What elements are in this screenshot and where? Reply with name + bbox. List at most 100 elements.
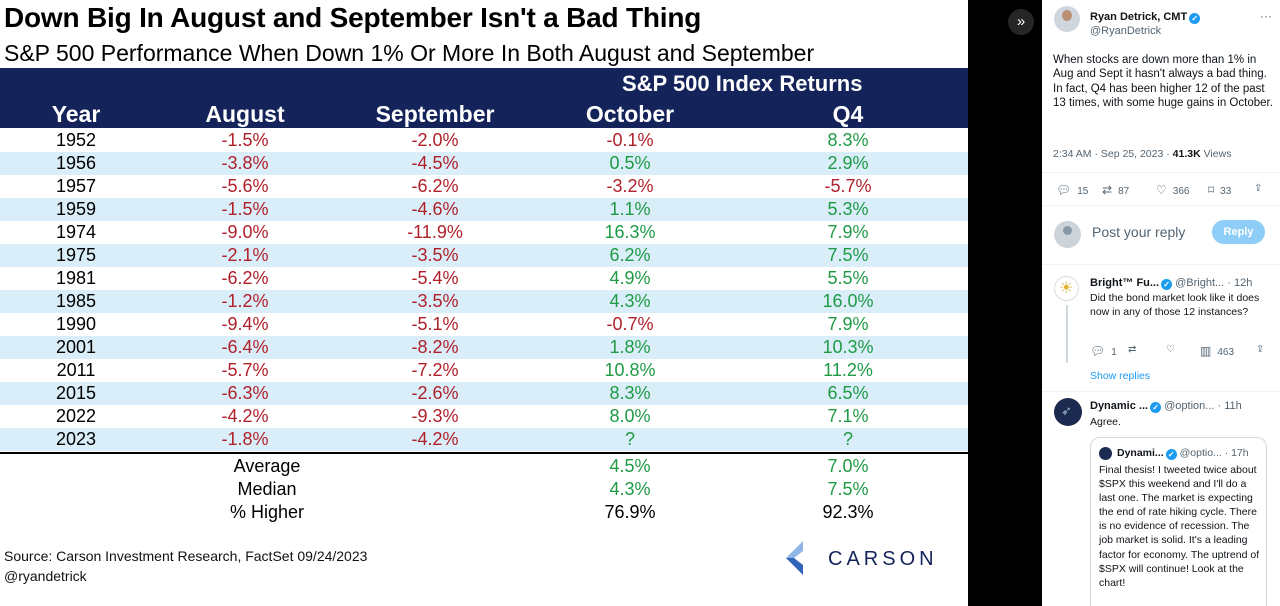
cell-year: 1981 <box>55 268 97 288</box>
summary-q4: 7.5% <box>827 479 869 499</box>
author-handle[interactable]: @RyanDetrick <box>1090 25 1162 37</box>
cell-year: 1990 <box>55 314 97 334</box>
cell-q4: 7.9% <box>827 314 869 334</box>
comment-author-name: Dynamic ... <box>1090 400 1149 412</box>
cell-sep: -3.5% <box>411 291 459 311</box>
tweet-meta: 2:34 AM · Sep 25, 2023 · 41.3K Views <box>1053 148 1231 160</box>
summary-oct: 4.5% <box>609 456 651 476</box>
more-options-icon[interactable]: ··· <box>1260 9 1272 23</box>
share-icon[interactable]: ⇪ <box>1254 183 1263 194</box>
summary-q4: 7.0% <box>827 456 869 476</box>
quoted-handle: @optio... <box>1179 447 1222 459</box>
current-user-avatar <box>1054 221 1081 248</box>
attached-image[interactable]: Down Big In August and September Isn't a… <box>0 0 968 606</box>
thread-line <box>1066 305 1068 363</box>
author-avatar[interactable] <box>1054 6 1080 32</box>
carson-logo-icon <box>786 541 803 575</box>
cell-sep: -2.0% <box>411 130 459 150</box>
heart-icon: ♡ <box>1156 183 1167 197</box>
quoted-tweet[interactable]: Dynami... ✓ @optio... · 17h Final thesis!… <box>1090 437 1267 606</box>
commenter-avatar[interactable] <box>1054 276 1079 301</box>
summary-label: Average <box>233 456 301 476</box>
like-count: 366 <box>1172 186 1190 197</box>
cell-aug: -5.7% <box>221 360 269 380</box>
tweet-timestamp[interactable]: 2:34 AM · Sep 25, 2023 · <box>1053 148 1173 160</box>
reply-icon: 💬︎ <box>1056 183 1072 197</box>
comment-author-name: Bright™ Fu... <box>1090 277 1160 289</box>
reply-button[interactable]: Reply <box>1212 220 1265 244</box>
reply-input[interactable]: Post your reply <box>1092 224 1186 240</box>
cell-q4: 5.5% <box>827 268 869 288</box>
cell-oct: -0.7% <box>606 314 654 334</box>
comment-author[interactable]: Bright™ Fu... ✓ @Bright... · 12h <box>1090 277 1252 290</box>
summary-row: Average 4.5% 7.0% <box>0 455 968 478</box>
verified-badge-icon: ✓ <box>1165 449 1177 460</box>
heart-icon[interactable]: ♡ <box>1166 344 1175 355</box>
cell-year: 1957 <box>55 176 97 196</box>
show-replies-link[interactable]: Show replies <box>1090 370 1151 382</box>
cell-oct: -0.1% <box>606 130 654 150</box>
cell-oct: 4.3% <box>609 291 651 311</box>
summary-oct: 4.3% <box>609 479 651 499</box>
header-september: September <box>375 101 495 127</box>
table-row: 2015 -6.3% -2.6% 8.3% 6.5% <box>0 382 968 405</box>
reply-action[interactable]: 💬︎ 15 <box>1056 183 1088 197</box>
cell-q4: 10.3% <box>822 337 874 357</box>
tweet-panel: Ryan Detrick, CMT ✓ @RyanDetrick ··· When… <box>1042 0 1280 606</box>
table-row: 2011 -5.7% -7.2% 10.8% 11.2% <box>0 359 968 382</box>
cell-oct: 1.1% <box>609 199 651 219</box>
image-title: Down Big In August and September Isn't a… <box>4 2 702 33</box>
cell-oct: 4.9% <box>609 268 651 288</box>
summary-q4: 92.3% <box>822 502 874 522</box>
repost-count: 87 <box>1118 186 1130 197</box>
share-icon[interactable]: ⇪ <box>1256 344 1265 355</box>
cell-q4: 7.5% <box>827 245 869 265</box>
cell-sep: -4.5% <box>411 153 459 173</box>
cell-year: 1952 <box>55 130 97 150</box>
chevrons-right-icon[interactable]: » <box>1008 9 1034 35</box>
table-row: 2022 -4.2% -9.3% 8.0% 7.1% <box>0 405 968 428</box>
cell-q4: 5.3% <box>827 199 869 219</box>
cell-oct: 10.8% <box>604 360 656 380</box>
commenter-avatar[interactable] <box>1054 398 1082 426</box>
tweet-actions: 💬︎ 15 ⇄ 87 ♡ 366 ⌑ 33 ⇪ <box>1056 183 1276 197</box>
cell-oct: 8.3% <box>609 383 651 403</box>
divider <box>1042 264 1280 265</box>
comment-text: Agree. <box>1090 416 1121 428</box>
cell-oct: 6.2% <box>609 245 651 265</box>
repost-action[interactable]: ⇄ 87 <box>1102 183 1129 197</box>
quoted-author-avatar <box>1099 447 1112 460</box>
views-count: 41.3K <box>1172 148 1201 160</box>
cell-aug: -6.2% <box>221 268 269 288</box>
cell-year: 1959 <box>55 199 97 219</box>
cell-year: 1975 <box>55 245 97 265</box>
reply-action[interactable]: 💬︎ 1 <box>1090 344 1117 358</box>
bookmark-action[interactable]: ⌑ 33 <box>1208 183 1231 197</box>
author-name[interactable]: Ryan Detrick, CMT ✓ <box>1090 11 1201 24</box>
cell-oct: ? <box>624 429 635 449</box>
media-viewer: Down Big In August and September Isn't a… <box>0 0 1034 606</box>
header-year: Year <box>51 101 101 127</box>
verified-badge-icon: ✓ <box>1189 13 1201 24</box>
cell-aug: -9.0% <box>221 222 269 242</box>
summary-row: % Higher 76.9% 92.3% <box>0 501 968 524</box>
cell-sep: -3.5% <box>411 245 459 265</box>
cell-aug: -4.2% <box>221 406 269 426</box>
summary-oct: 76.9% <box>604 502 656 522</box>
table-row: 2001 -6.4% -8.2% 1.8% 10.3% <box>0 336 968 359</box>
comment-author[interactable]: Dynamic ... ✓ @option... · 11h <box>1090 400 1242 413</box>
cell-year: 2001 <box>55 337 97 357</box>
cell-sep: -2.6% <box>411 383 459 403</box>
like-action[interactable]: ♡ 366 <box>1156 183 1189 197</box>
quoted-time: · 17h <box>1224 447 1249 459</box>
table-row: 1957 -5.6% -6.2% -3.2% -5.7% <box>0 175 968 198</box>
table-row: 1990 -9.4% -5.1% -0.7% 7.9% <box>0 313 968 336</box>
views-action[interactable]: ▥ 463 <box>1200 344 1234 358</box>
bookmark-icon: ⌑ <box>1208 183 1215 197</box>
cell-oct: 1.8% <box>609 337 651 357</box>
summary-row: Median 4.3% 7.5% <box>0 478 968 501</box>
cell-q4: -5.7% <box>824 176 872 196</box>
table-row: 1952 -1.5% -2.0% -0.1% 8.3% <box>0 129 968 152</box>
cell-sep: -9.3% <box>411 406 459 426</box>
repost-icon[interactable]: ⇄ <box>1128 344 1137 355</box>
